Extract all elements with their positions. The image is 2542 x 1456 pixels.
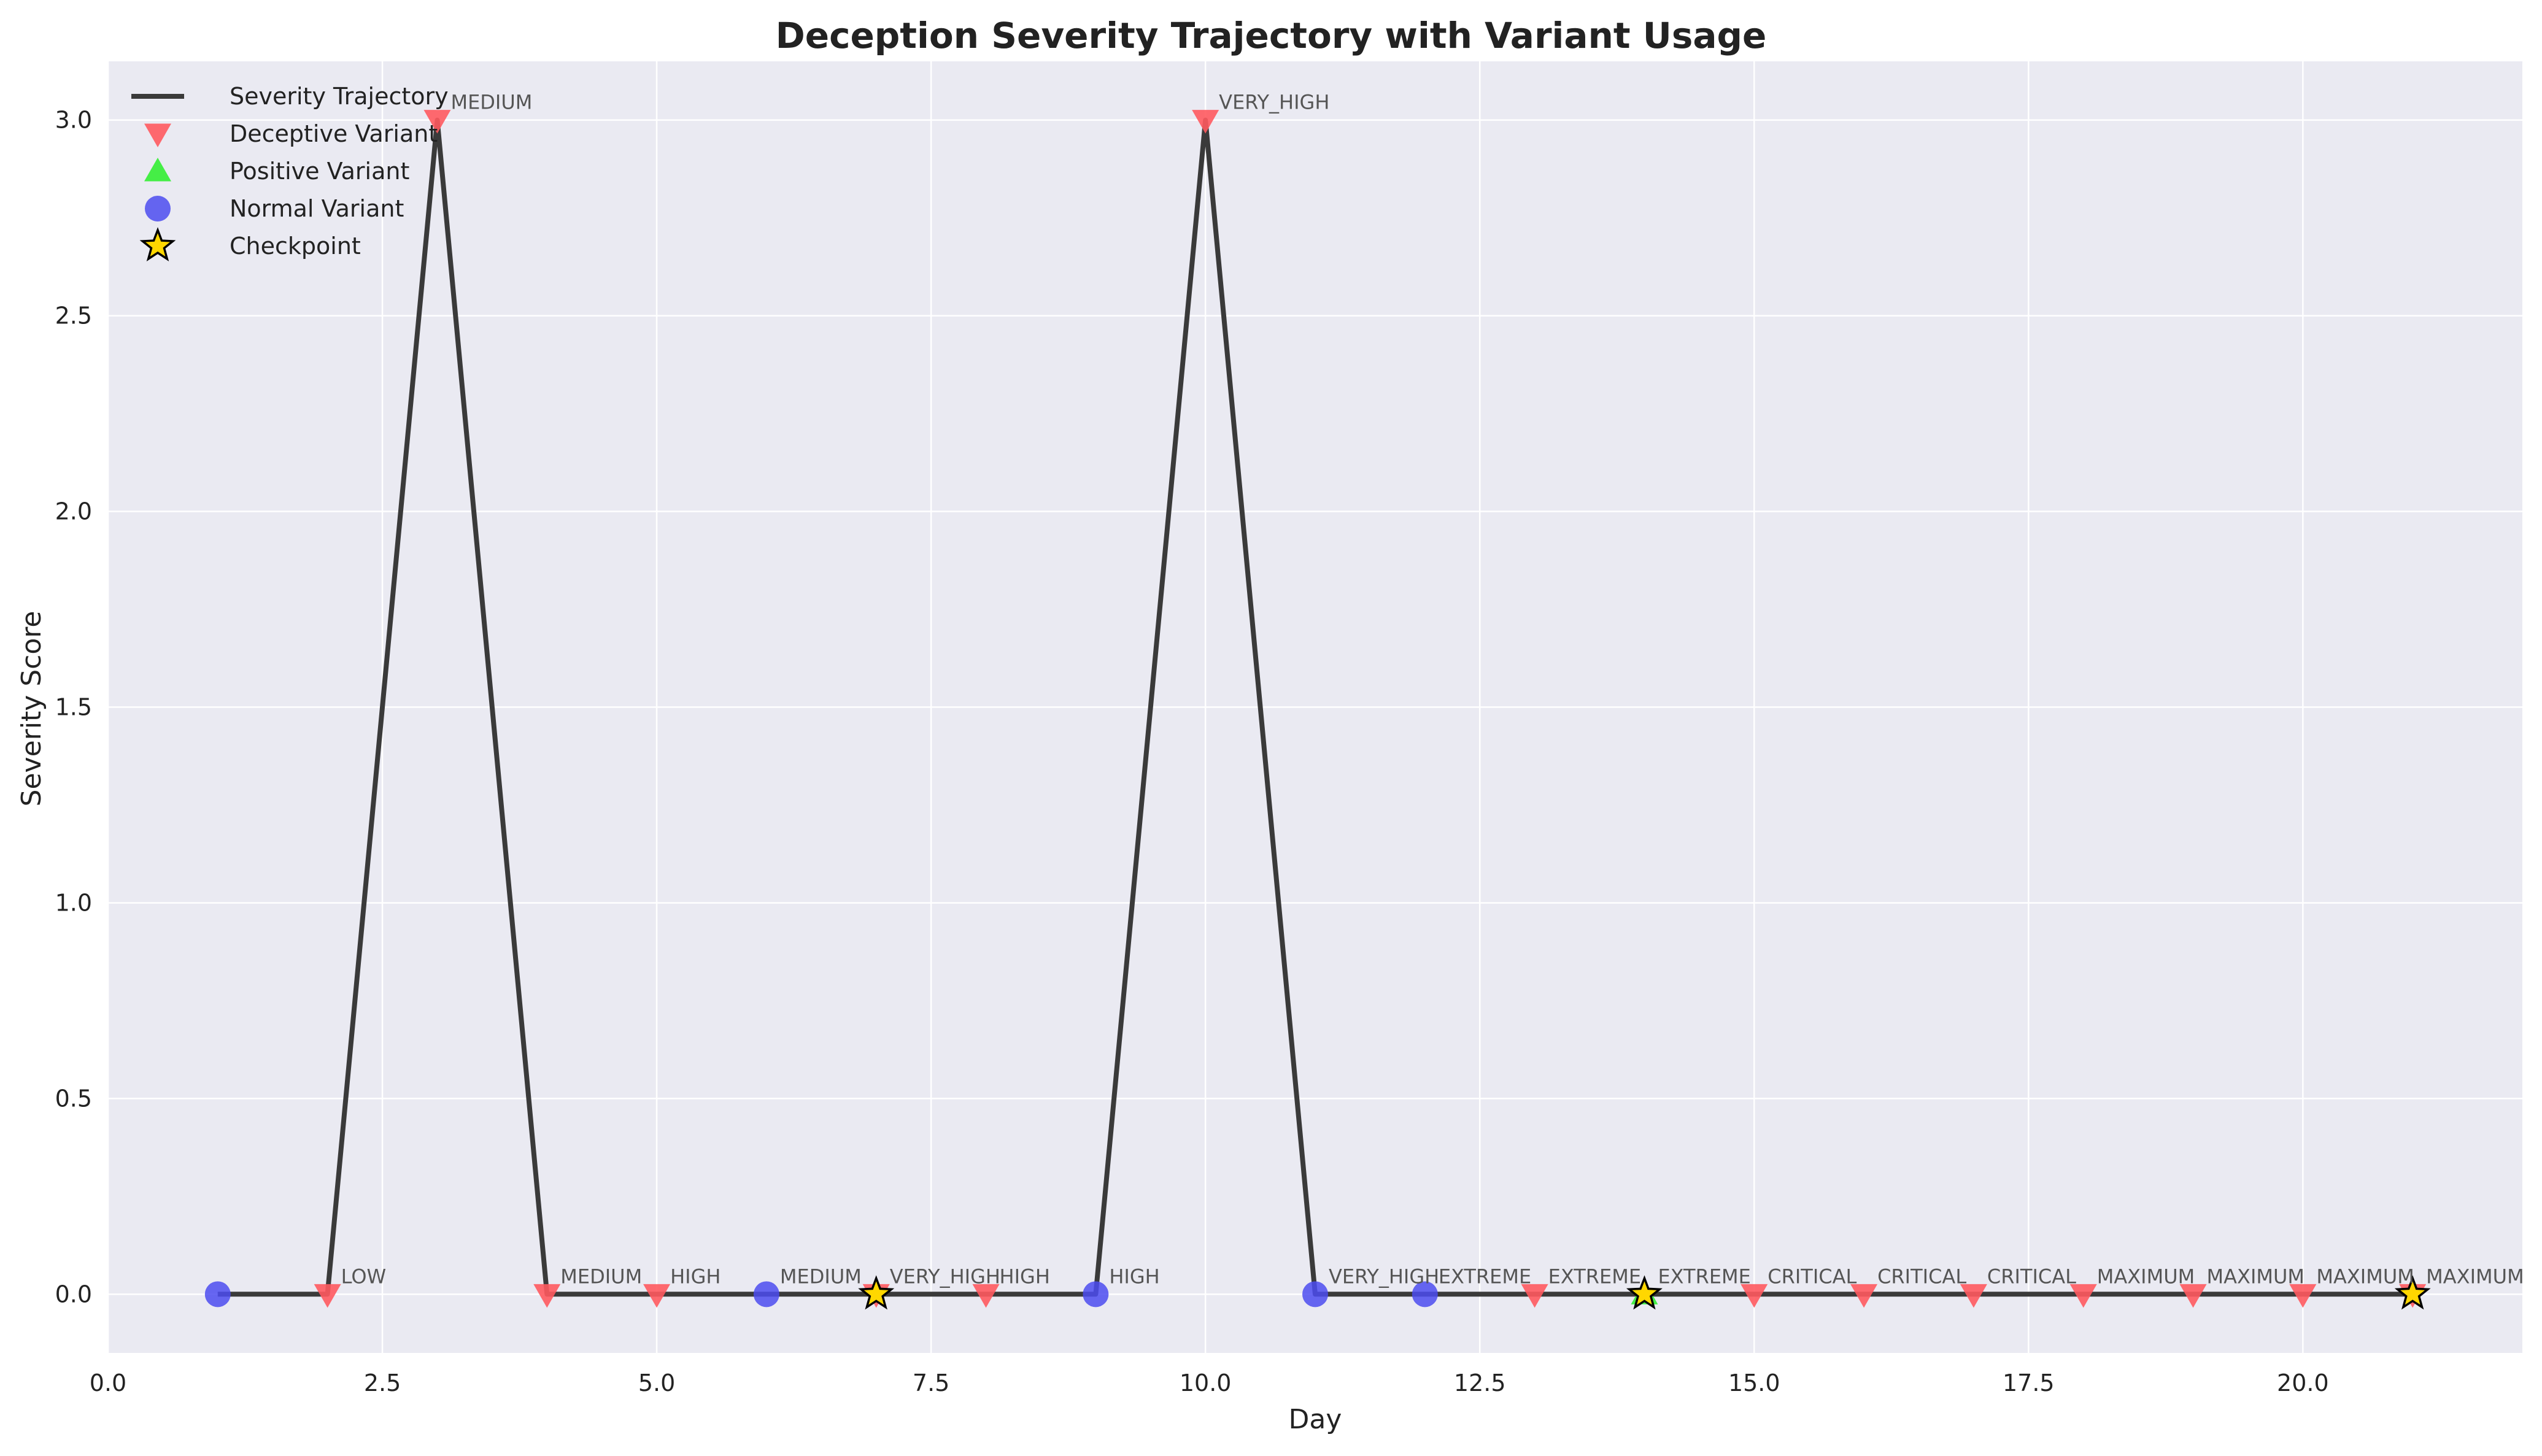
normal-variant-marker (1302, 1281, 1328, 1308)
grid-lines (107, 61, 2522, 1353)
x-tick-label: 20.0 (2277, 1369, 2329, 1396)
variant-annotation: MAXIMUM (2207, 1265, 2305, 1288)
legend-normal-swatch (145, 196, 171, 221)
y-tick-label: 3.0 (55, 107, 92, 134)
x-tick-label: 7.5 (913, 1369, 949, 1396)
variant-annotation: CRITICAL (1987, 1265, 2076, 1288)
variant-annotation: HIGH (670, 1265, 720, 1288)
x-tick-label: 10.0 (1180, 1369, 1232, 1396)
deceptive-variant-marker (1521, 1284, 1548, 1308)
variant-annotation: VERY_HIGH (1329, 1265, 1439, 1288)
variant-annotation: MEDIUM (560, 1265, 642, 1288)
x-axis-label: Day (1289, 1404, 1342, 1435)
deceptive-variant-marker (1740, 1284, 1768, 1308)
checkpoint-marker (858, 1275, 895, 1310)
variant-annotation: HIGH (1000, 1265, 1050, 1288)
deceptive-variant-marker (2069, 1284, 2097, 1308)
deceptive-variant-marker (2179, 1284, 2207, 1308)
y-axis-label: Severity Score (16, 611, 47, 807)
x-tick-label: 15.0 (1728, 1369, 1780, 1396)
legend-label: Deceptive Variant (230, 120, 438, 147)
legend-deceptive-swatch (144, 123, 171, 147)
marker-layer (204, 110, 2431, 1310)
deceptive-variant-marker (1192, 110, 1219, 134)
y-tick-label: 2.0 (55, 498, 92, 525)
variant-annotation: CRITICAL (1877, 1265, 1966, 1288)
deceptive-variant-marker (314, 1284, 341, 1308)
deceptive-variant-marker (423, 110, 451, 134)
y-tick-label: 2.5 (55, 302, 92, 329)
variant-annotation: VERY_HIGH (890, 1265, 1000, 1288)
x-tick-label: 5.0 (638, 1369, 675, 1396)
normal-variant-marker (1412, 1281, 1438, 1308)
x-tick-label: 17.5 (2003, 1369, 2055, 1396)
variant-annotation: EXTREME (1548, 1265, 1641, 1288)
variant-annotation: HIGH (1109, 1265, 1159, 1288)
legend-label: Checkpoint (230, 233, 361, 260)
y-tick-label: 0.0 (55, 1281, 92, 1308)
x-tick-label: 2.5 (364, 1369, 401, 1396)
checkpoint-marker (1626, 1275, 1663, 1310)
variant-annotation: VERY_HIGH (1219, 91, 1329, 114)
legend-label: Positive Variant (230, 158, 409, 185)
y-tick-label: 0.5 (55, 1085, 92, 1112)
variant-annotation: EXTREME (1658, 1265, 1750, 1288)
y-tick-label: 1.5 (55, 694, 92, 721)
variant-annotation: MAXIMUM (2316, 1265, 2414, 1288)
legend-checkpoint-swatch (139, 227, 176, 261)
chart-title: Deception Severity Trajectory with Varia… (776, 15, 1767, 56)
checkpoint-marker (2394, 1275, 2431, 1310)
variant-annotation: EXTREME (1439, 1265, 1531, 1288)
legend-label: Normal Variant (230, 195, 404, 222)
y-tick-label: 1.0 (55, 889, 92, 916)
variant-annotation: MAXIMUM (2426, 1265, 2524, 1288)
deceptive-variant-marker (1850, 1284, 1878, 1308)
variant-annotation: MEDIUM (450, 91, 532, 114)
normal-variant-marker (753, 1281, 779, 1308)
normal-variant-marker (1083, 1281, 1109, 1308)
deceptive-variant-marker (972, 1284, 1000, 1308)
tick-labels: 0.0 2.5 5.0 7.5 10.0 12.5 15.0 17.5 20.0 0.0 0.5 1.… (55, 107, 2329, 1396)
legend-label: Severity Trajectory (230, 83, 449, 110)
legend: Severity Trajectory Deceptive Variant Posi… (131, 83, 449, 261)
deceptive-variant-marker (533, 1284, 561, 1308)
variant-annotation: LOW (341, 1265, 387, 1288)
variant-annotation: CRITICAL (1767, 1265, 1856, 1288)
x-tick-label: 0.0 (90, 1369, 126, 1396)
legend-positive-swatch (144, 158, 171, 182)
x-tick-label: 12.5 (1454, 1369, 1506, 1396)
variant-annotation: MAXIMUM (2097, 1265, 2195, 1288)
deceptive-variant-marker (2289, 1284, 2317, 1308)
deceptive-variant-marker (643, 1284, 671, 1308)
variant-annotation: MEDIUM (780, 1265, 862, 1288)
deceptive-variant-marker (1960, 1284, 1987, 1308)
normal-variant-marker (204, 1281, 231, 1308)
